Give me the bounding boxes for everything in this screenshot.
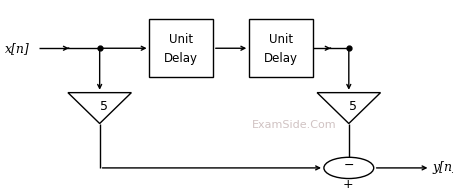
Text: −: −: [343, 159, 354, 172]
Text: ExamSide.Com: ExamSide.Com: [252, 120, 337, 130]
Text: y[n]: y[n]: [433, 161, 453, 174]
Bar: [149, 19, 213, 77]
Text: 5: 5: [349, 100, 357, 113]
Text: Delay: Delay: [164, 52, 198, 65]
Text: Delay: Delay: [264, 52, 298, 65]
Text: 5: 5: [100, 100, 108, 113]
Text: Unit: Unit: [169, 33, 193, 46]
Polygon shape: [68, 93, 131, 124]
Circle shape: [324, 157, 374, 179]
Text: Unit: Unit: [269, 33, 293, 46]
Text: +: +: [342, 178, 353, 191]
Text: x[n]: x[n]: [5, 42, 29, 55]
Polygon shape: [317, 93, 381, 124]
Bar: [249, 19, 313, 77]
